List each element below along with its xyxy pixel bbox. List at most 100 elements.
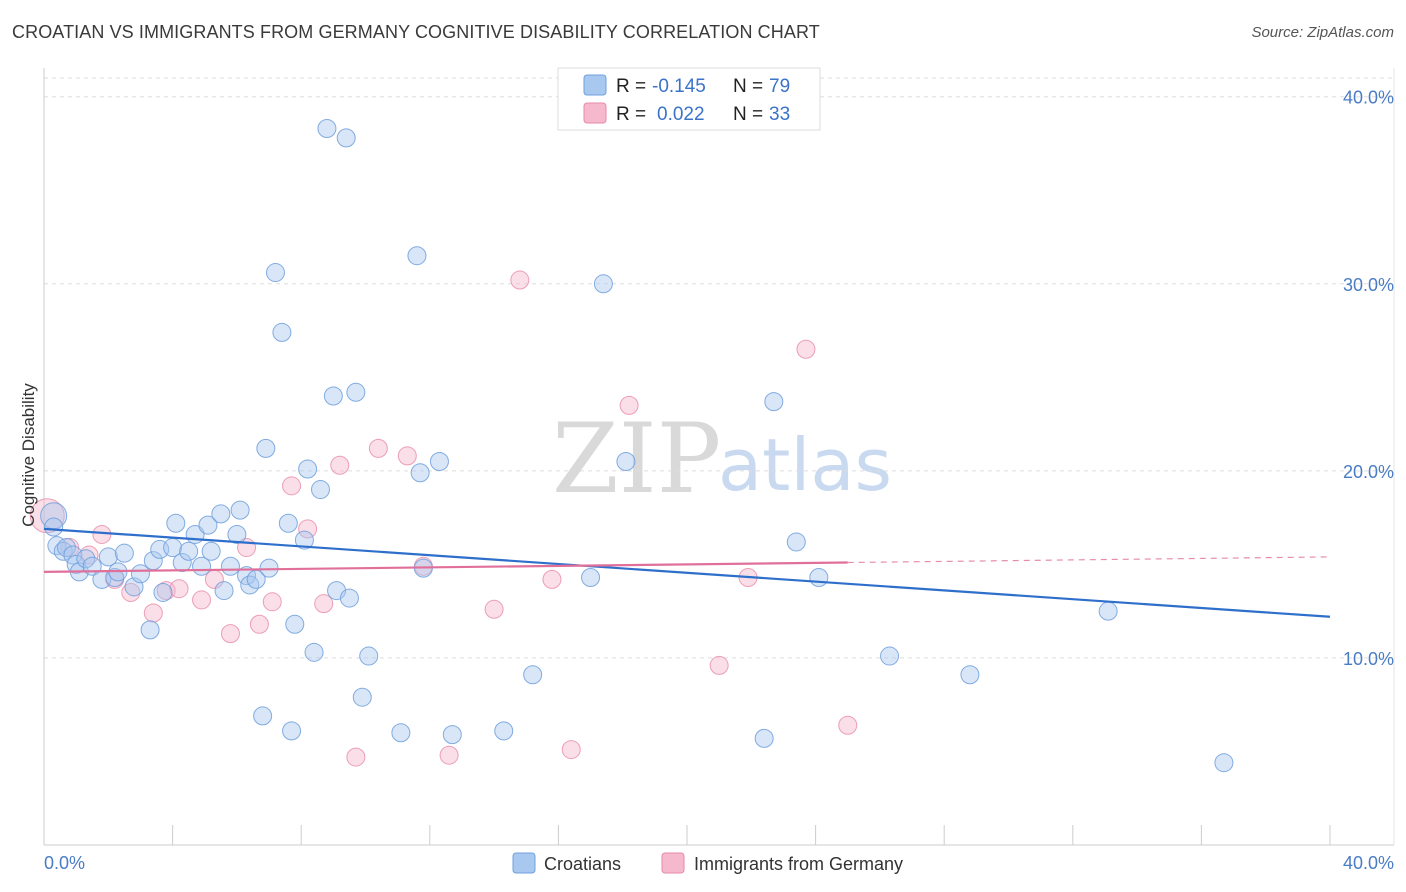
germany-point: [709, 655, 729, 675]
watermark-atlas: atlas: [718, 423, 892, 507]
croatian-point: [227, 524, 247, 544]
croatian-point: [786, 532, 806, 552]
croatian-point: [214, 581, 234, 601]
croatian-point: [201, 541, 221, 561]
croatian-point: [294, 530, 314, 550]
croatian-point: [230, 500, 250, 520]
germany-r-value: 0.022: [657, 104, 705, 125]
croatian-point: [339, 588, 359, 608]
germany-point: [368, 438, 388, 458]
croatian-point: [581, 567, 601, 587]
bottom-germany-swatch: [661, 852, 685, 874]
germany-point: [619, 395, 639, 415]
germany-r-label: R =: [616, 104, 646, 125]
watermark-zip: ZIP: [552, 403, 721, 515]
germany-trend-extension: [847, 556, 1331, 564]
source-label: Source: ZipAtlas.com: [1251, 24, 1394, 41]
croatian-point: [764, 392, 784, 412]
croatian-point: [285, 614, 305, 634]
germany-point: [510, 270, 530, 290]
series-legend: Croatians Immigrants from Germany: [512, 852, 903, 874]
germany-point: [79, 545, 99, 565]
croatian-point: [53, 541, 73, 561]
croatian-point: [44, 517, 64, 537]
croatian-point: [960, 665, 980, 685]
croatian-point: [310, 480, 330, 500]
croatian-point: [298, 459, 318, 479]
germany-point: [561, 740, 581, 760]
germany-point: [314, 594, 334, 614]
croatian-point: [153, 582, 173, 602]
croatian-point: [494, 721, 514, 741]
croatian-point: [172, 553, 192, 573]
germany-point: [346, 747, 366, 767]
croatian-point: [359, 646, 379, 666]
croatian-point: [1098, 601, 1118, 621]
croatian-point: [179, 541, 199, 561]
croatian-point: [278, 513, 298, 533]
y-axis-label: Cognitive Disability: [19, 383, 38, 527]
croatian-point: [323, 386, 343, 406]
croatian-point: [211, 504, 231, 524]
y-tick-label: 20.0%: [1343, 462, 1394, 482]
germany-point: [249, 614, 269, 634]
germany-point: [92, 524, 112, 544]
croatian-point: [76, 549, 96, 569]
croatian-points: [40, 119, 1234, 773]
croatians-r-value: -0.145: [652, 76, 706, 97]
croatian-point: [593, 274, 613, 294]
croatian-point: [253, 706, 273, 726]
croatians-n-value: 79: [769, 76, 790, 97]
germany-point: [169, 579, 189, 599]
croatian-point: [616, 452, 636, 471]
croatian-point: [352, 687, 372, 707]
croatian-point: [429, 452, 449, 471]
germany-point: [542, 569, 562, 589]
germany-point: [298, 519, 318, 539]
germany-point: [282, 476, 302, 496]
germany-point: [143, 603, 163, 623]
germany-point: [484, 599, 504, 619]
germany-point: [192, 590, 212, 610]
croatian-point: [391, 723, 411, 743]
x-tick-label-max: 40.0%: [1343, 853, 1394, 873]
bottom-germany-label: Immigrants from Germany: [694, 854, 903, 874]
germany-point: [330, 455, 350, 475]
germany-point: [220, 624, 240, 644]
croatian-point: [880, 646, 900, 666]
stats-legend: R = -0.145 N = 79 R = 0.022 N = 33: [557, 67, 821, 131]
croatian-point: [105, 567, 125, 587]
croatian-point: [98, 547, 118, 567]
germany-point: [796, 339, 816, 359]
croatian-point: [1214, 753, 1234, 773]
croatian-point: [317, 119, 337, 139]
x-tick-label-min: 0.0%: [44, 853, 85, 873]
germany-point: [262, 592, 282, 612]
germany-n-label: N =: [733, 104, 763, 125]
croatian-point: [809, 567, 829, 587]
croatians-swatch: [583, 74, 607, 96]
croatian-point: [265, 263, 285, 283]
croatians-n-label: N =: [733, 76, 763, 97]
croatian-point: [754, 728, 774, 748]
germany-trend-line: [43, 561, 848, 573]
croatian-point: [220, 556, 240, 576]
croatians-r-label: R =: [616, 76, 646, 97]
y-tick-label: 30.0%: [1343, 275, 1394, 295]
croatian-point: [523, 665, 543, 685]
croatian-point: [140, 620, 160, 640]
germany-point: [121, 582, 141, 602]
croatian-point: [130, 564, 150, 584]
croatian-point: [282, 721, 302, 741]
chart-title: CROATIAN VS IMMIGRANTS FROM GERMANY COGN…: [12, 22, 820, 42]
croatian-point: [57, 538, 77, 558]
y-tick-label: 40.0%: [1343, 88, 1394, 108]
croatian-point: [407, 246, 427, 266]
germany-point: [838, 715, 858, 735]
germany-points: [29, 270, 858, 767]
croatian-point: [442, 725, 462, 745]
axes: 10.0% 20.0% 30.0% 40.0%: [43, 68, 1395, 846]
germany-point: [439, 745, 459, 765]
germany-point: [397, 446, 417, 466]
